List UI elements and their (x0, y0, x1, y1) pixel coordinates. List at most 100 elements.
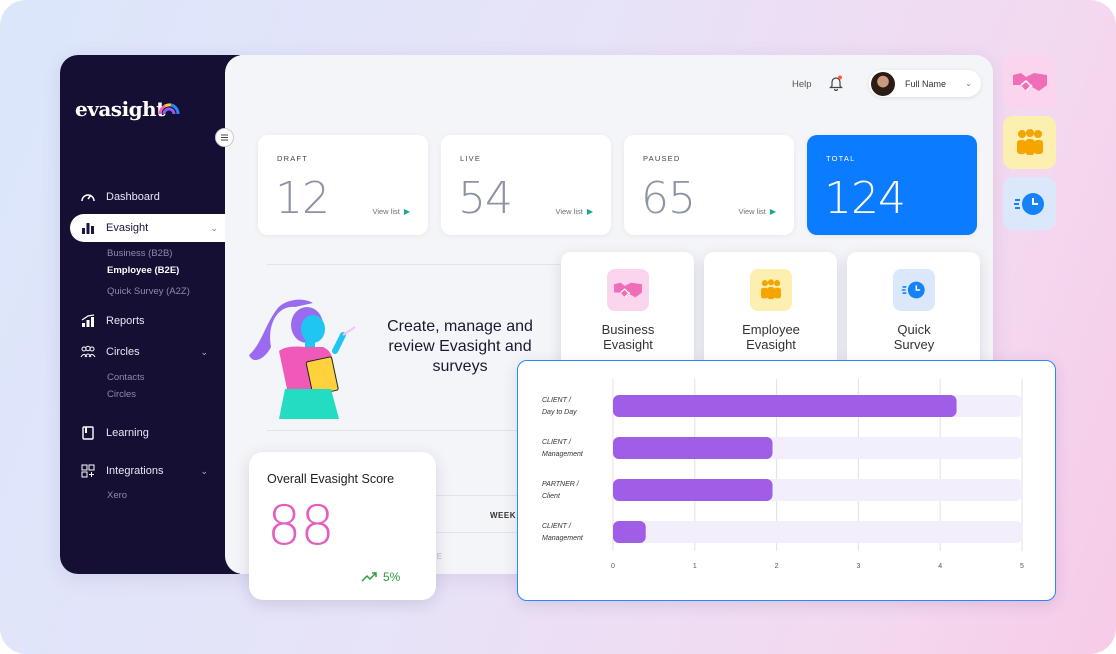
x-tick-label: 2 (775, 563, 779, 570)
divider (267, 264, 567, 265)
category-label: Management (542, 451, 584, 458)
sidebar-subitem-business[interactable]: Business (B2B) (107, 248, 173, 259)
stat-card-live[interactable]: LIVE 54 View list ▶ (441, 135, 611, 235)
view-list-link[interactable]: View list ▶ (372, 207, 410, 216)
brand-logo: evasight (75, 97, 165, 121)
sidebar-subitem-xero[interactable]: Xero (107, 490, 128, 501)
sidebar-item-label: Integrations (106, 465, 164, 477)
divider (430, 495, 550, 496)
category-label: CLIENT / (542, 397, 572, 404)
bar-track (613, 521, 1022, 543)
score-value: 88 (267, 494, 335, 557)
trend-value: 5% (383, 570, 401, 584)
sidebar-item-integrations[interactable]: Integrations ⌄ (70, 458, 224, 484)
divider (267, 430, 547, 431)
bell-icon[interactable] (829, 75, 843, 91)
business-shortcut-tile[interactable] (1003, 55, 1056, 108)
sidebar-item-dashboard[interactable]: Dashboard (70, 184, 224, 210)
sidebar-item-evasight[interactable]: Evasight ⌄ (70, 214, 234, 242)
business-evasight-card[interactable]: Business Evasight (561, 252, 694, 369)
chevron-down-icon: ⌄ (210, 222, 218, 233)
stat-card-paused[interactable]: PAUSED 65 View list ▶ (624, 135, 794, 235)
chevron-down-icon: ⌄ (200, 465, 208, 476)
x-tick-label: 5 (1020, 563, 1024, 570)
clock-icon (1013, 192, 1044, 215)
category-label: CLIENT / (542, 523, 572, 530)
x-tick-label: 0 (611, 563, 615, 570)
woman-with-clipboard-illustration (249, 299, 356, 419)
menu-icon (221, 134, 228, 141)
category-label: PARTNER / (542, 481, 580, 488)
sidebar-item-label: Reports (106, 315, 145, 327)
handshake-icon (1012, 72, 1047, 92)
play-arrow-icon: ▶ (403, 207, 410, 216)
business-tile (607, 269, 649, 311)
category-label: Management (542, 535, 584, 542)
x-tick-label: 1 (693, 563, 697, 570)
table-header-peek: WEEK (490, 511, 516, 520)
bar (613, 395, 957, 417)
stat-card-total[interactable]: TOTAL 124 (807, 135, 977, 235)
speedometer-icon (81, 194, 95, 202)
clock-icon (901, 281, 925, 299)
sidebar-item-label: Circles (106, 346, 140, 358)
rainbow-logo-icon (158, 103, 180, 115)
sidebar-subitem-employee[interactable]: Employee (B2E) (107, 265, 180, 276)
sidebar-item-reports[interactable]: Reports (70, 308, 224, 334)
bar (613, 437, 773, 459)
employee-shortcut-tile[interactable] (1003, 116, 1056, 169)
stat-value: 54 (458, 173, 513, 224)
card-label: Employee Evasight (742, 322, 800, 352)
user-name: Full Name (905, 78, 947, 89)
help-link[interactable]: Help (792, 79, 812, 90)
stat-label: TOTAL (826, 154, 856, 163)
category-label: Day to Day (542, 409, 577, 416)
book-icon (82, 426, 94, 440)
sidebar: evasight Dashboard Evasight ⌄ Business (… (60, 55, 240, 574)
stat-value: 12 (275, 173, 330, 224)
sidebar-item-label: Evasight (106, 222, 149, 234)
evasight-bar-chart-card: 0 1 2 3 4 5 CLIENT / Day to Day CLIENT / Manageme… (517, 360, 1056, 601)
quick-survey-shortcut-tile[interactable] (1003, 177, 1056, 230)
employee-evasight-card[interactable]: Employee Evasight (704, 252, 837, 369)
sidebar-toggle-button[interactable] (215, 128, 234, 147)
overall-score-card: Overall Evasight Score 88 5% (249, 452, 436, 600)
reports-icon (81, 314, 95, 327)
bar-chart: 0 1 2 3 4 5 CLIENT / Day to Day CLIENT / Manageme… (542, 379, 1024, 570)
card-label: Quick Survey (893, 322, 935, 352)
grid-icon (81, 464, 95, 478)
play-arrow-icon: ▶ (769, 207, 776, 216)
play-arrow-icon: ▶ (586, 207, 593, 216)
user-menu[interactable]: Full Name ⌄ (869, 70, 981, 97)
category-label: CLIENT / (542, 439, 572, 446)
trend-up-icon (361, 572, 377, 582)
stat-card-draft[interactable]: DRAFT 12 View list ▶ (258, 135, 428, 235)
score-title: Overall Evasight Score (267, 472, 395, 486)
table-cell-peek: UE (430, 552, 444, 561)
bar-chart-icon (82, 223, 94, 234)
quick-survey-tile (893, 269, 935, 311)
card-label: Business Evasight (601, 322, 655, 352)
sidebar-item-label: Learning (106, 427, 149, 439)
x-tick-label: 3 (856, 563, 860, 570)
sidebar-item-circles[interactable]: Circles ⌄ (70, 339, 224, 365)
sidebar-subitem-contacts[interactable]: Contacts (107, 372, 145, 383)
sidebar-item-learning[interactable]: Learning (70, 420, 224, 446)
chevron-down-icon: ⌄ (965, 79, 972, 88)
score-trend: 5% (361, 570, 400, 584)
sidebar-subitem-circles[interactable]: Circles (107, 389, 137, 400)
promo-text: Create, manage and review Evasight and s… (387, 318, 533, 375)
sidebar-subitem-quick-survey[interactable]: Quick Survey (A2Z) (107, 286, 190, 297)
view-list-link[interactable]: View list ▶ (555, 207, 593, 216)
bar (613, 521, 646, 543)
view-list-link[interactable]: View list ▶ (738, 207, 776, 216)
bar (613, 479, 773, 501)
stat-label: DRAFT (277, 154, 308, 163)
people-icon (80, 345, 96, 358)
handshake-icon (614, 282, 642, 298)
team-icon (761, 279, 781, 300)
chevron-down-icon: ⌄ (200, 346, 208, 357)
quick-survey-card[interactable]: Quick Survey (847, 252, 980, 369)
x-tick-label: 4 (938, 563, 942, 570)
